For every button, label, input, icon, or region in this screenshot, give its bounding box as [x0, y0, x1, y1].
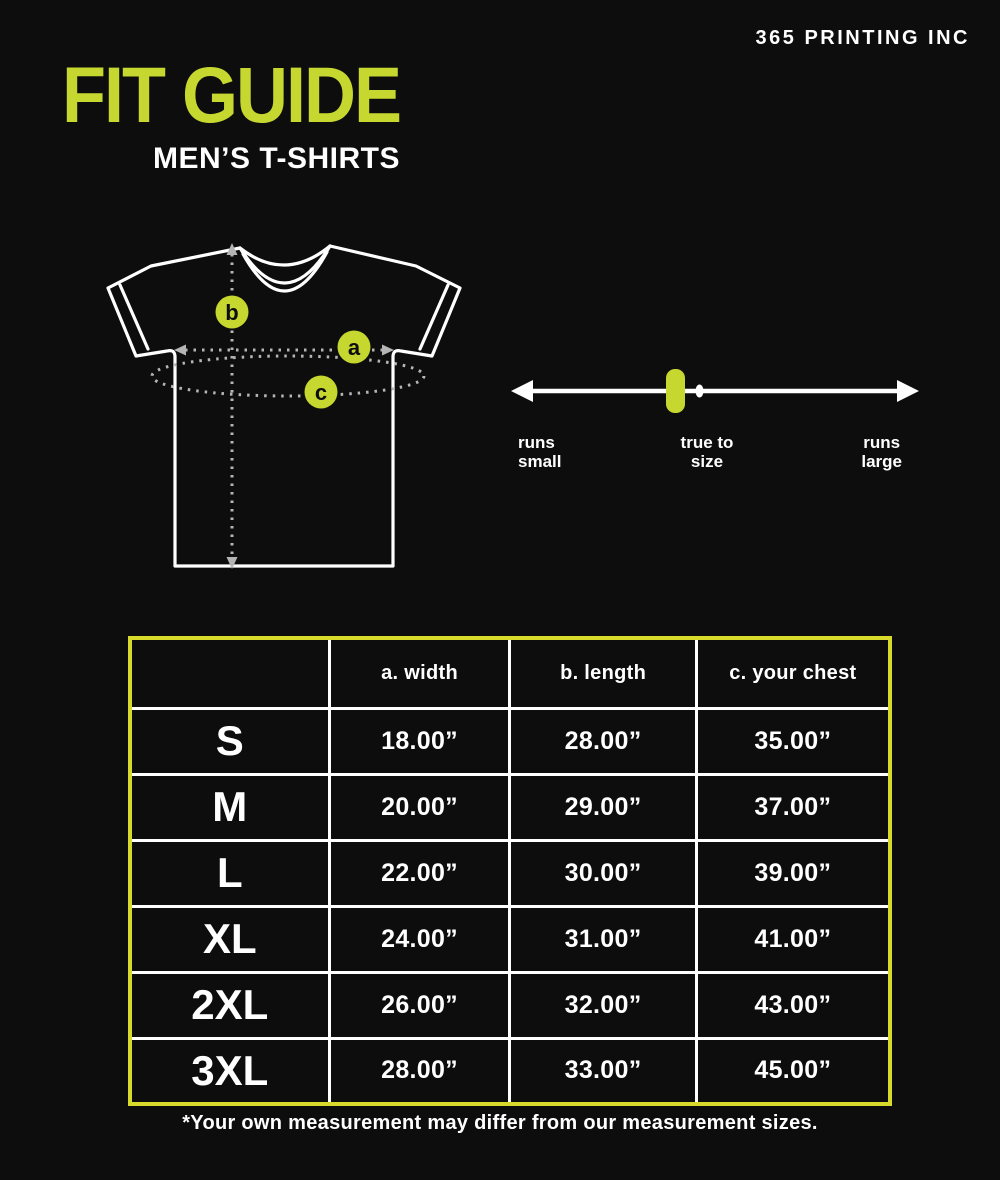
size-label: 3XL	[128, 1036, 331, 1106]
size-label: M	[128, 772, 331, 842]
chest-value: 39.00”	[694, 838, 892, 908]
measurement-arrowheads	[174, 243, 394, 569]
length-value: 33.00”	[508, 1036, 698, 1106]
length-value: 28.00”	[508, 706, 698, 776]
width-value: 22.00”	[327, 838, 512, 908]
chest-value: 41.00”	[694, 904, 892, 974]
arrow-left-icon	[174, 344, 186, 356]
true-to-size-line2: size	[690, 452, 724, 472]
marker-b: b	[215, 295, 249, 329]
runs-large-line2: large	[861, 452, 902, 472]
chest-value: 45.00”	[694, 1036, 892, 1106]
marker-c-circle-icon	[304, 375, 338, 409]
brand-text: 365 PRINTING INC	[755, 27, 970, 49]
chest-line	[150, 354, 426, 398]
scale-arrow-right-icon	[897, 380, 919, 402]
arrow-up-icon	[226, 243, 238, 255]
width-value: 26.00”	[327, 970, 512, 1040]
footnote: *Your own measurement may differ from ou…	[182, 1112, 818, 1134]
column-header-chest: c. your chest	[694, 636, 892, 710]
chest-value: 35.00”	[694, 706, 892, 776]
true-to-size-line1: true to	[680, 433, 734, 452]
marker-c-letter: c	[315, 380, 327, 405]
table-row-3xl: 3XL 28.00” 33.00” 45.00”	[128, 1036, 892, 1106]
fit-indicator-pill	[666, 369, 685, 413]
true-to-size-label: true to size	[681, 433, 734, 471]
scale-arrow-left-icon	[511, 380, 533, 402]
marker-a-circle-icon	[337, 330, 371, 364]
marker-b-circle-icon	[215, 295, 249, 329]
runs-large-line1: runs	[863, 433, 901, 452]
length-value: 32.00”	[508, 970, 698, 1040]
tshirt-diagram: b a c	[106, 243, 462, 569]
runs-small-line1: runs	[518, 433, 555, 452]
size-label: L	[128, 838, 331, 908]
width-value: 28.00”	[327, 1036, 512, 1106]
tshirt-outline-icon	[106, 244, 462, 568]
fit-scale-labels: runs small true to size runs large	[505, 433, 925, 483]
measurement-lines	[150, 254, 426, 558]
table-row-s: S 18.00” 28.00” 35.00”	[128, 706, 892, 776]
column-header-width: a. width	[327, 636, 512, 710]
marker-c: c	[304, 375, 338, 409]
column-header-length: b. length	[508, 636, 698, 710]
fit-indicator-dot	[695, 384, 704, 398]
page-subtitle: MEN’S T-SHIRTS	[152, 142, 400, 175]
page-title: FIT GUIDE	[62, 51, 402, 140]
arrow-down-icon	[226, 557, 238, 569]
table-row-l: L 22.00” 30.00” 39.00”	[128, 838, 892, 908]
marker-b-letter: b	[225, 300, 238, 325]
size-label: S	[128, 706, 331, 776]
table-header-row: a. width b. length c. your chest	[128, 636, 892, 710]
size-table: a. width b. length c. your chest S 18.00…	[128, 636, 892, 1106]
length-value: 30.00”	[508, 838, 698, 908]
table-row-xl: XL 24.00” 31.00” 41.00”	[128, 904, 892, 974]
size-label: XL	[128, 904, 331, 974]
chest-value: 43.00”	[694, 970, 892, 1040]
fit-scale: runs small true to size runs large	[505, 358, 925, 483]
marker-a: a	[337, 330, 371, 364]
title-block: FIT GUIDE MEN’S T-SHIRTS	[62, 51, 402, 176]
column-header-size	[128, 636, 331, 710]
marker-a-letter: a	[348, 335, 361, 360]
width-value: 20.00”	[327, 772, 512, 842]
length-value: 29.00”	[508, 772, 698, 842]
runs-large-label: runs large	[861, 433, 902, 471]
runs-small-label: runs small	[518, 433, 561, 471]
size-label: 2XL	[128, 970, 331, 1040]
table-row-m: M 20.00” 29.00” 37.00”	[128, 772, 892, 842]
length-value: 31.00”	[508, 904, 698, 974]
width-value: 24.00”	[327, 904, 512, 974]
chest-value: 37.00”	[694, 772, 892, 842]
arrow-right-icon	[382, 344, 394, 356]
runs-small-line2: small	[518, 452, 562, 472]
table-row-2xl: 2XL 26.00” 32.00” 43.00”	[128, 970, 892, 1040]
fit-scale-graphic	[511, 369, 919, 413]
width-value: 18.00”	[327, 706, 512, 776]
